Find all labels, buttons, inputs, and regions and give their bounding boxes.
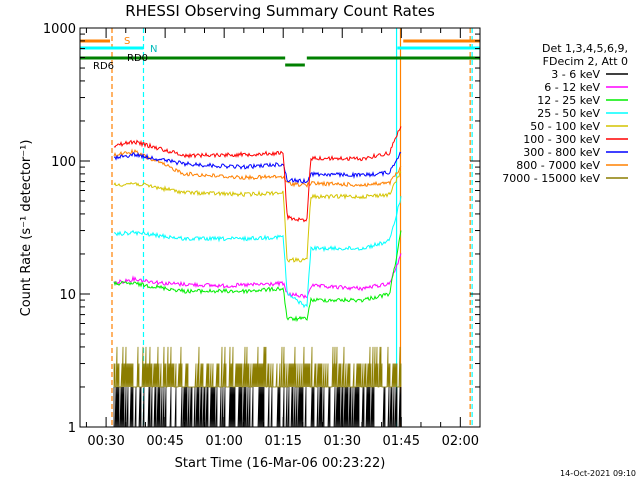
legend-label-0: 3 - 6 keV (551, 68, 600, 81)
legend-header-0: Det 1,3,4,5,6,9, (542, 42, 628, 55)
legend-label-7: 800 - 7000 keV (516, 159, 600, 172)
legend-label-5: 100 - 300 keV (523, 133, 600, 146)
legend-label-2: 12 - 25 keV (537, 94, 600, 107)
series-line-0 (113, 386, 402, 428)
series-line-7 (113, 148, 402, 188)
legend-label-8: 7000 - 15000 keV (502, 172, 600, 185)
legend-label-3: 25 - 50 keV (537, 107, 600, 120)
plot-frame (79, 27, 481, 428)
y-tick-label: 10 (59, 288, 76, 303)
x-tick-label: 00:45 (146, 434, 183, 449)
x-tick-label: 01:45 (383, 434, 420, 449)
chart-title: RHESSI Observing Summary Count Rates (125, 2, 435, 20)
y-tick-label: 1 (68, 421, 76, 436)
y-tick-label: 100 (51, 155, 76, 170)
bar-label-s: S (124, 36, 130, 47)
series-line-8 (113, 346, 402, 388)
bar-label-rd0: RD0 (127, 53, 148, 64)
series-line-3 (113, 196, 402, 309)
x-tick-label: 02:00 (442, 434, 479, 449)
bar-label-rd6: RD6 (93, 61, 114, 72)
legend-label-6: 300 - 800 keV (523, 146, 600, 159)
legend-label-1: 6 - 12 keV (544, 81, 600, 94)
series-line-6 (113, 151, 402, 184)
series-line-5 (113, 126, 402, 223)
legend-header-1: FDecim 2, Att 0 (543, 55, 628, 68)
series-line-4 (113, 170, 402, 263)
footer-timestamp: 14-Oct-2021 09:10 (560, 469, 636, 478)
x-tick-label: 00:30 (87, 434, 124, 449)
series-line-1 (113, 253, 402, 300)
series-line-2 (113, 230, 402, 322)
x-tick-label: 01:30 (324, 434, 361, 449)
y-axis-label: Count Rate (s⁻¹ detector⁻¹) (19, 140, 34, 317)
legend-label-4: 50 - 100 keV (530, 120, 600, 133)
bar-label-n: N (150, 44, 157, 55)
x-tick-label: 01:15 (264, 434, 301, 449)
y-tick-label: 1000 (43, 22, 76, 37)
x-axis-label: Start Time (16-Mar-06 00:23:22) (175, 456, 386, 471)
x-tick-label: 01:00 (205, 434, 242, 449)
